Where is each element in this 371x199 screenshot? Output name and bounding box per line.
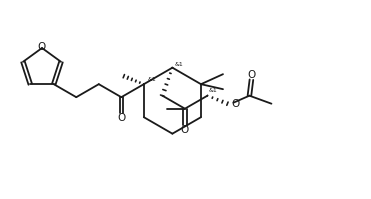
Text: O: O (37, 42, 45, 52)
Text: O: O (247, 70, 256, 80)
Text: &1: &1 (174, 62, 183, 67)
Text: &1: &1 (209, 88, 217, 93)
Text: O: O (232, 99, 240, 109)
Text: O: O (181, 125, 189, 135)
Text: &1: &1 (148, 77, 157, 82)
Text: O: O (117, 113, 125, 123)
